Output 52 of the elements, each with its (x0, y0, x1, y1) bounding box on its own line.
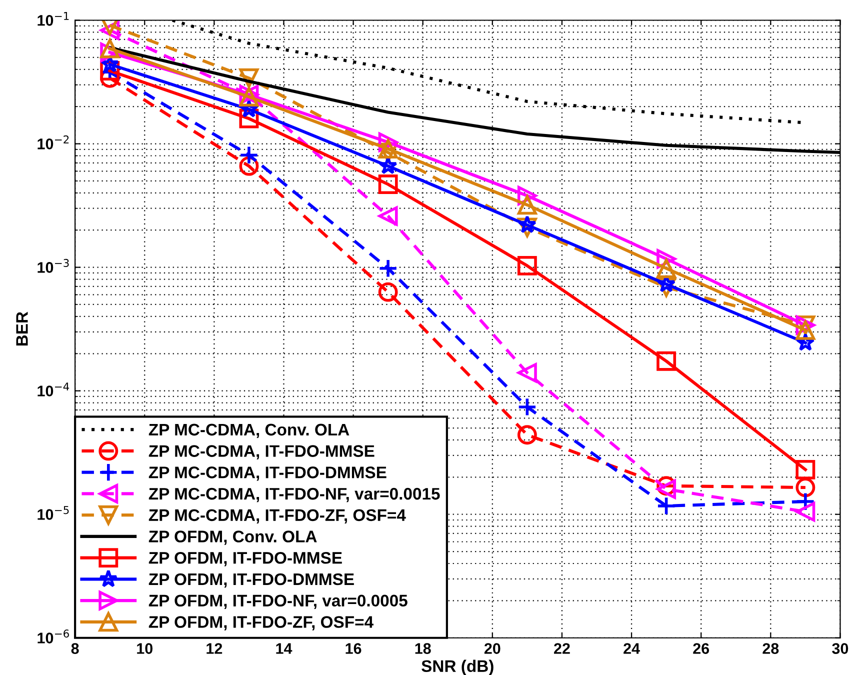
point (796, 320, 816, 340)
point (517, 425, 537, 445)
point (378, 174, 398, 194)
point (378, 206, 398, 226)
point (796, 333, 815, 351)
x-tick-label: 10 (137, 643, 152, 654)
x-tick-label: 22 (554, 643, 570, 654)
y-axis-title: BER (16, 312, 28, 346)
x-tick-label: 8 (71, 643, 79, 654)
x-tick-label: 12 (206, 643, 222, 654)
point (517, 256, 537, 276)
y-tick-label: 10$^{−1}$ (38, 12, 69, 26)
x-tick-label: 16 (346, 643, 362, 654)
point (378, 258, 398, 278)
legend-label: ZP OFDM, Conv. OLA (148, 530, 317, 545)
point (796, 460, 816, 480)
legend-label: ZP OFDM, IT-FDO-MMSE (148, 552, 342, 566)
legend-label: ZP MC-CDMA, IT-FDO-NF, var=0.0015 (148, 488, 440, 502)
x-tick-label: 30 (832, 643, 848, 654)
x-tick-label: 18 (415, 643, 431, 654)
y-tick-label: 10$^{−3}$ (38, 258, 69, 273)
point (378, 139, 398, 159)
y-tick-label: 10$^{−6}$ (38, 630, 69, 644)
point (240, 100, 258, 118)
y-tick-label: 10$^{−2}$ (38, 135, 69, 150)
y-tick-label: 10$^{−5}$ (38, 506, 69, 520)
legend-label: ZP OFDM, IT-FDO-ZF, OSF=4 (148, 616, 374, 630)
x-tick-label: 20 (484, 643, 500, 654)
point (796, 478, 816, 498)
x-tick-label: 24 (624, 643, 640, 654)
point (656, 496, 676, 516)
legend-label: ZP MC-CDMA, IT-FDO-DMMSE (148, 466, 386, 481)
legend-label: ZP OFDM, IT-FDO-NF, var=0.0005 (148, 594, 408, 609)
x-tick-label: 26 (693, 643, 710, 654)
legend-label: ZP MC-CDMA, Conv. OLA (148, 424, 350, 438)
x-axis-title: SNR (dB) (422, 660, 494, 675)
point (656, 351, 676, 371)
x-tick-label: 28 (762, 643, 779, 654)
point (100, 38, 120, 58)
legend-label: ZP MC-CDMA, IT-FDO-MMSE (148, 445, 374, 460)
point (517, 397, 537, 417)
point (518, 215, 537, 234)
x-tick-label: 14 (276, 643, 292, 654)
point (796, 502, 816, 522)
point (517, 363, 537, 382)
legend-label: ZP OFDM, IT-FDO-DMMSE (148, 573, 354, 588)
point (656, 258, 676, 278)
y-tick-label: 10$^{−4}$ (38, 382, 70, 396)
point (239, 145, 259, 165)
point (378, 282, 398, 302)
point (517, 195, 537, 215)
legend-label: ZP MC-CDMA, IT-FDO-ZF, OSF=4 (148, 509, 406, 524)
